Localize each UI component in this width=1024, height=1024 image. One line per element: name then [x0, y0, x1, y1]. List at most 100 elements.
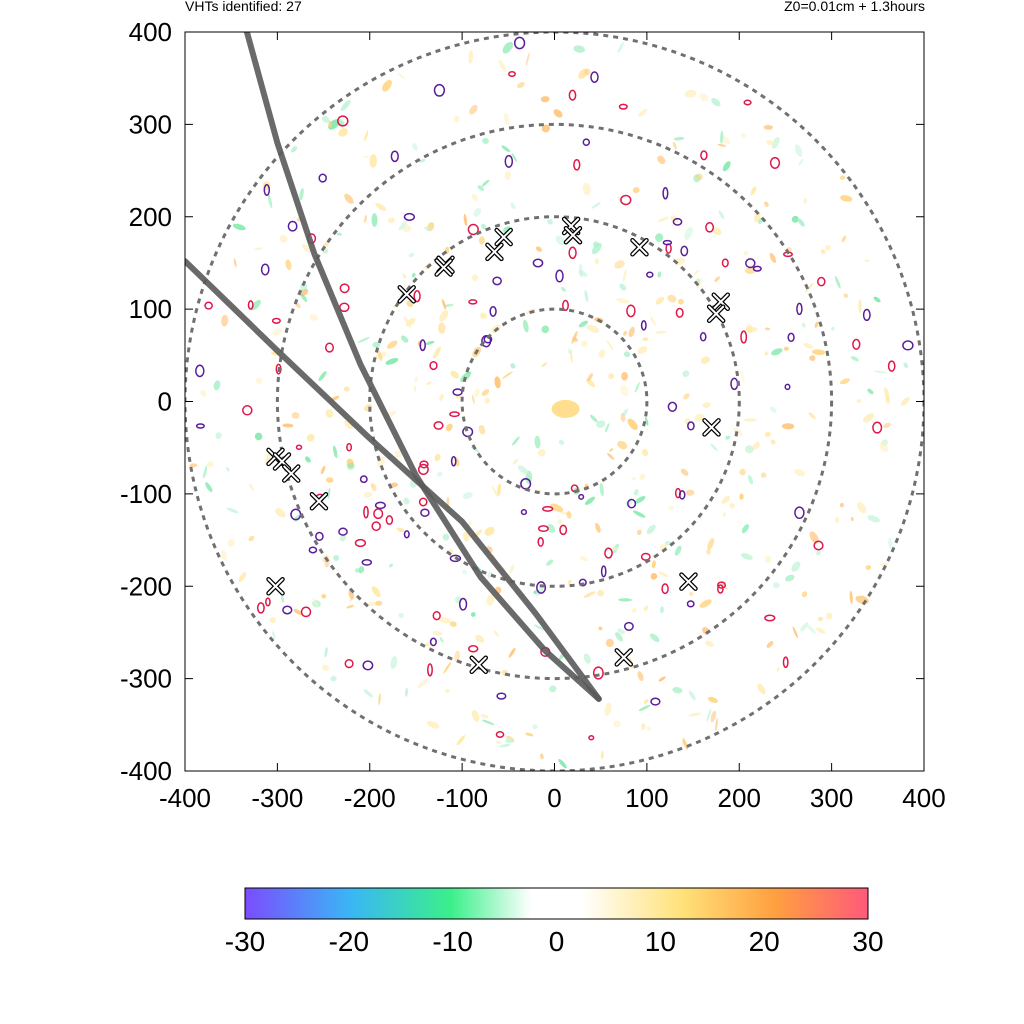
field-speckle	[301, 243, 311, 253]
field-speckle	[599, 482, 604, 497]
contour-loop	[716, 581, 727, 589]
contour-loop	[346, 442, 353, 452]
colorbar-tick-labels: -30 -20 -10 0 10 20 30	[225, 926, 884, 957]
field-speckle	[300, 293, 308, 303]
field-speckle	[706, 708, 712, 722]
field-speckle	[711, 98, 721, 107]
field-speckle	[638, 704, 651, 712]
field-speckle	[390, 482, 399, 488]
field-speckle	[607, 453, 615, 460]
vht-marker	[397, 285, 416, 304]
contour-loop	[468, 645, 479, 653]
field-speckle	[809, 531, 819, 544]
field-speckle	[707, 538, 715, 551]
field-speckle	[398, 612, 404, 618]
field-speckle	[312, 597, 319, 607]
vht-marker	[309, 492, 329, 511]
contour-loop	[568, 246, 577, 260]
field-speckle	[493, 630, 499, 637]
field-speckle	[486, 594, 495, 606]
field-speckle	[320, 465, 326, 475]
x-tick-labels: -400 -300 -200 -100 0 100 200 300 400	[159, 783, 946, 813]
field-speckle	[404, 687, 409, 697]
field-speckle	[743, 418, 757, 422]
field-speckle	[766, 641, 774, 648]
field-speckle	[558, 759, 567, 769]
contour-loop	[265, 597, 271, 607]
field-speckle	[473, 207, 482, 217]
field-speckle	[471, 710, 480, 723]
range-ring	[275, 122, 834, 681]
field-speckle	[608, 373, 615, 380]
field-speckle	[541, 325, 550, 334]
colorbar-tick-label: -30	[225, 926, 265, 957]
colorbar-tick-label: -20	[329, 926, 369, 957]
field-speckle	[255, 377, 263, 384]
field-speckle	[858, 299, 862, 313]
field-speckle	[578, 270, 588, 277]
field-speckle	[417, 678, 428, 689]
contour-loop	[324, 342, 335, 353]
contour-loop	[247, 300, 254, 310]
contour-loop	[413, 290, 421, 303]
field-speckle	[443, 661, 452, 674]
field-speckle	[754, 212, 761, 223]
field-speckle	[757, 683, 766, 695]
field-speckle	[494, 376, 501, 389]
field-speckle	[477, 185, 485, 191]
field-speckle	[873, 296, 881, 303]
field-speckle	[801, 322, 806, 328]
field-speckle	[598, 626, 603, 631]
x-tick-label: 200	[718, 783, 761, 813]
contour-loop	[626, 304, 636, 318]
vht-marker	[706, 304, 726, 323]
contour-loop	[620, 194, 632, 206]
contour-loop	[495, 731, 505, 738]
field-speckle	[885, 396, 890, 405]
contour-loop	[769, 156, 781, 169]
contour-loop	[492, 276, 502, 286]
field-speckle	[591, 242, 602, 255]
field-speckle	[644, 416, 649, 426]
field-speckle	[772, 582, 780, 589]
field-speckle	[481, 179, 490, 187]
field-speckle	[764, 327, 771, 331]
field-speckle	[794, 144, 803, 157]
field-speckle	[499, 743, 511, 748]
field-speckle	[397, 73, 405, 80]
field-speckle	[632, 510, 646, 518]
field-speckle	[272, 328, 283, 336]
field-speckle	[760, 472, 767, 478]
field-speckle	[325, 409, 334, 418]
field-speckle	[203, 465, 208, 479]
field-speckle	[857, 502, 867, 514]
vht-count-text: VHTs identified: 27	[185, 0, 302, 14]
field-speckle	[682, 370, 690, 378]
contour-loop	[429, 361, 438, 371]
field-speckle	[722, 161, 731, 172]
field-speckle	[743, 250, 749, 256]
field-speckle	[478, 424, 486, 435]
field-speckle	[888, 537, 893, 549]
contour-loop	[308, 546, 318, 554]
field-speckle	[803, 343, 814, 349]
field-speckle	[712, 227, 722, 236]
field-speckle	[883, 422, 891, 429]
run-info-text: Z0=0.01cm + 1.3hours	[784, 0, 925, 14]
contour-loop	[675, 307, 684, 318]
contour-loop	[318, 173, 327, 183]
contour-loop	[361, 559, 373, 566]
field-speckle	[614, 260, 625, 269]
field-speckle	[404, 316, 412, 328]
field-speckle	[725, 435, 731, 440]
field-speckle	[856, 399, 861, 403]
contour-loop	[339, 283, 350, 294]
field-speckle	[816, 550, 821, 556]
field-speckle	[470, 612, 476, 617]
field-speckle	[387, 340, 398, 349]
field-speckle	[343, 386, 350, 392]
field-speckle	[843, 293, 849, 299]
contour-loop	[700, 150, 708, 161]
field-speckle	[622, 268, 627, 282]
field-speckle	[639, 473, 646, 481]
